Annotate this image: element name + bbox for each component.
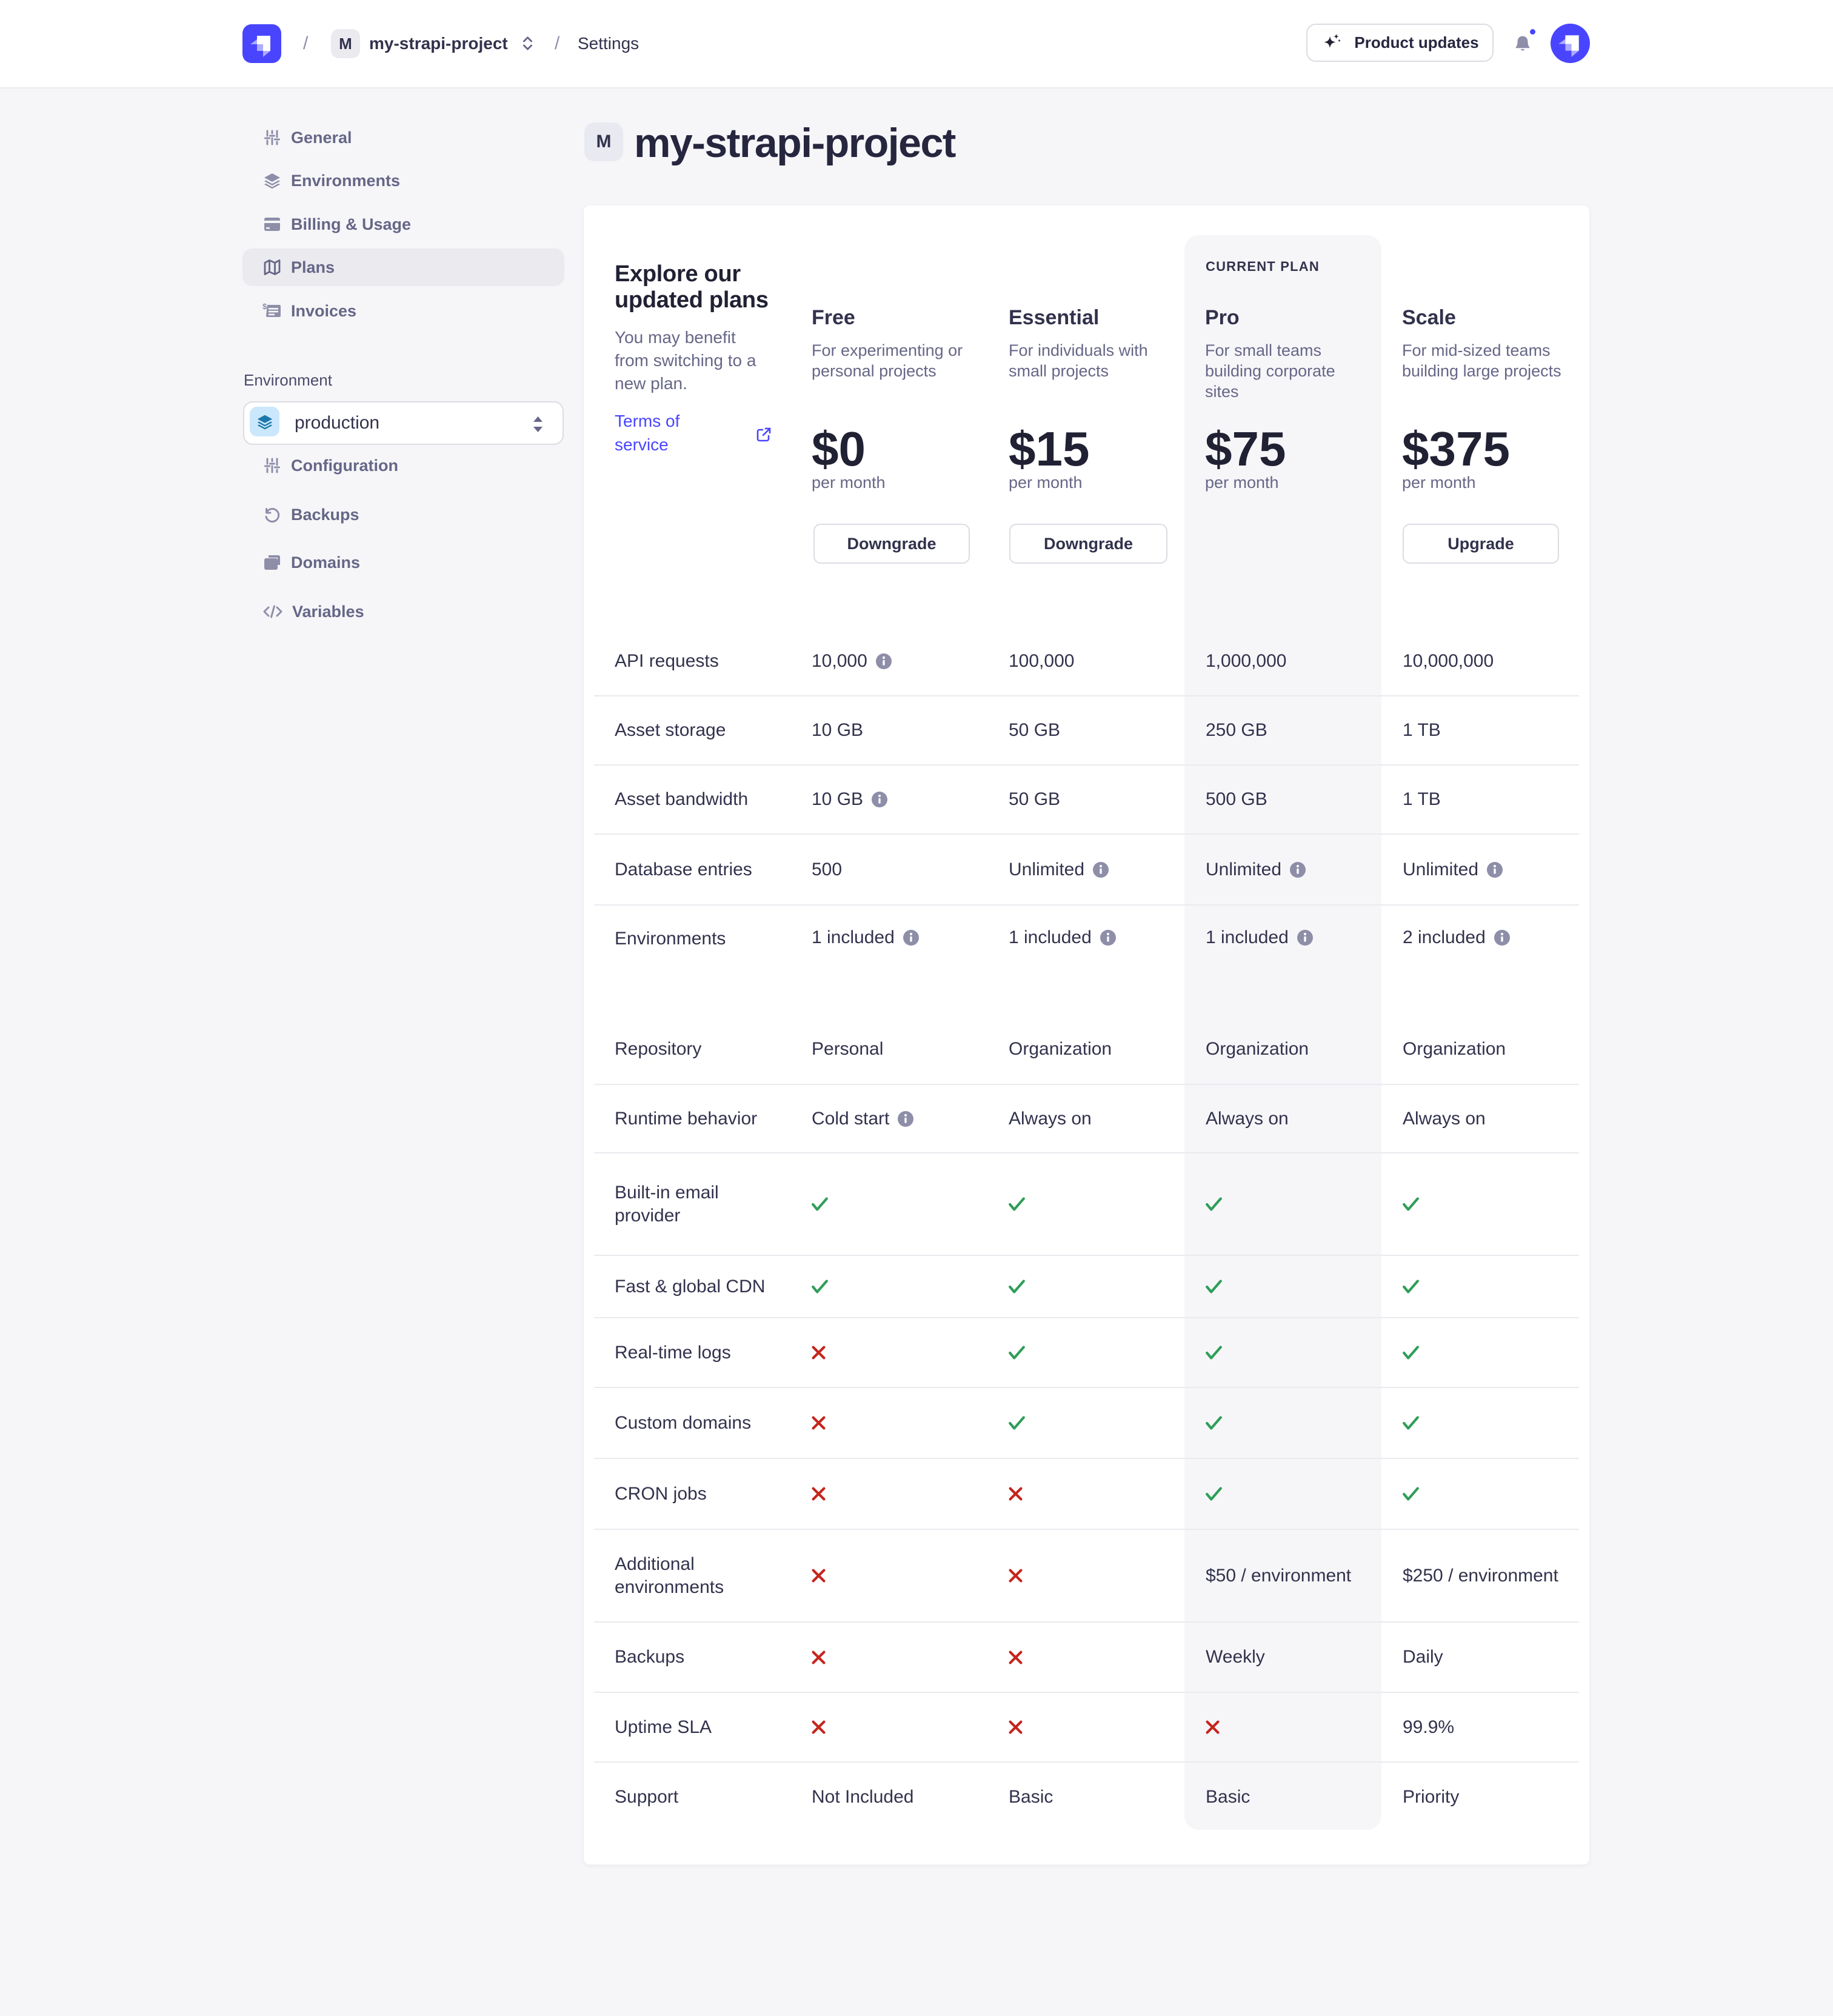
svg-text:$: $ bbox=[262, 302, 267, 311]
